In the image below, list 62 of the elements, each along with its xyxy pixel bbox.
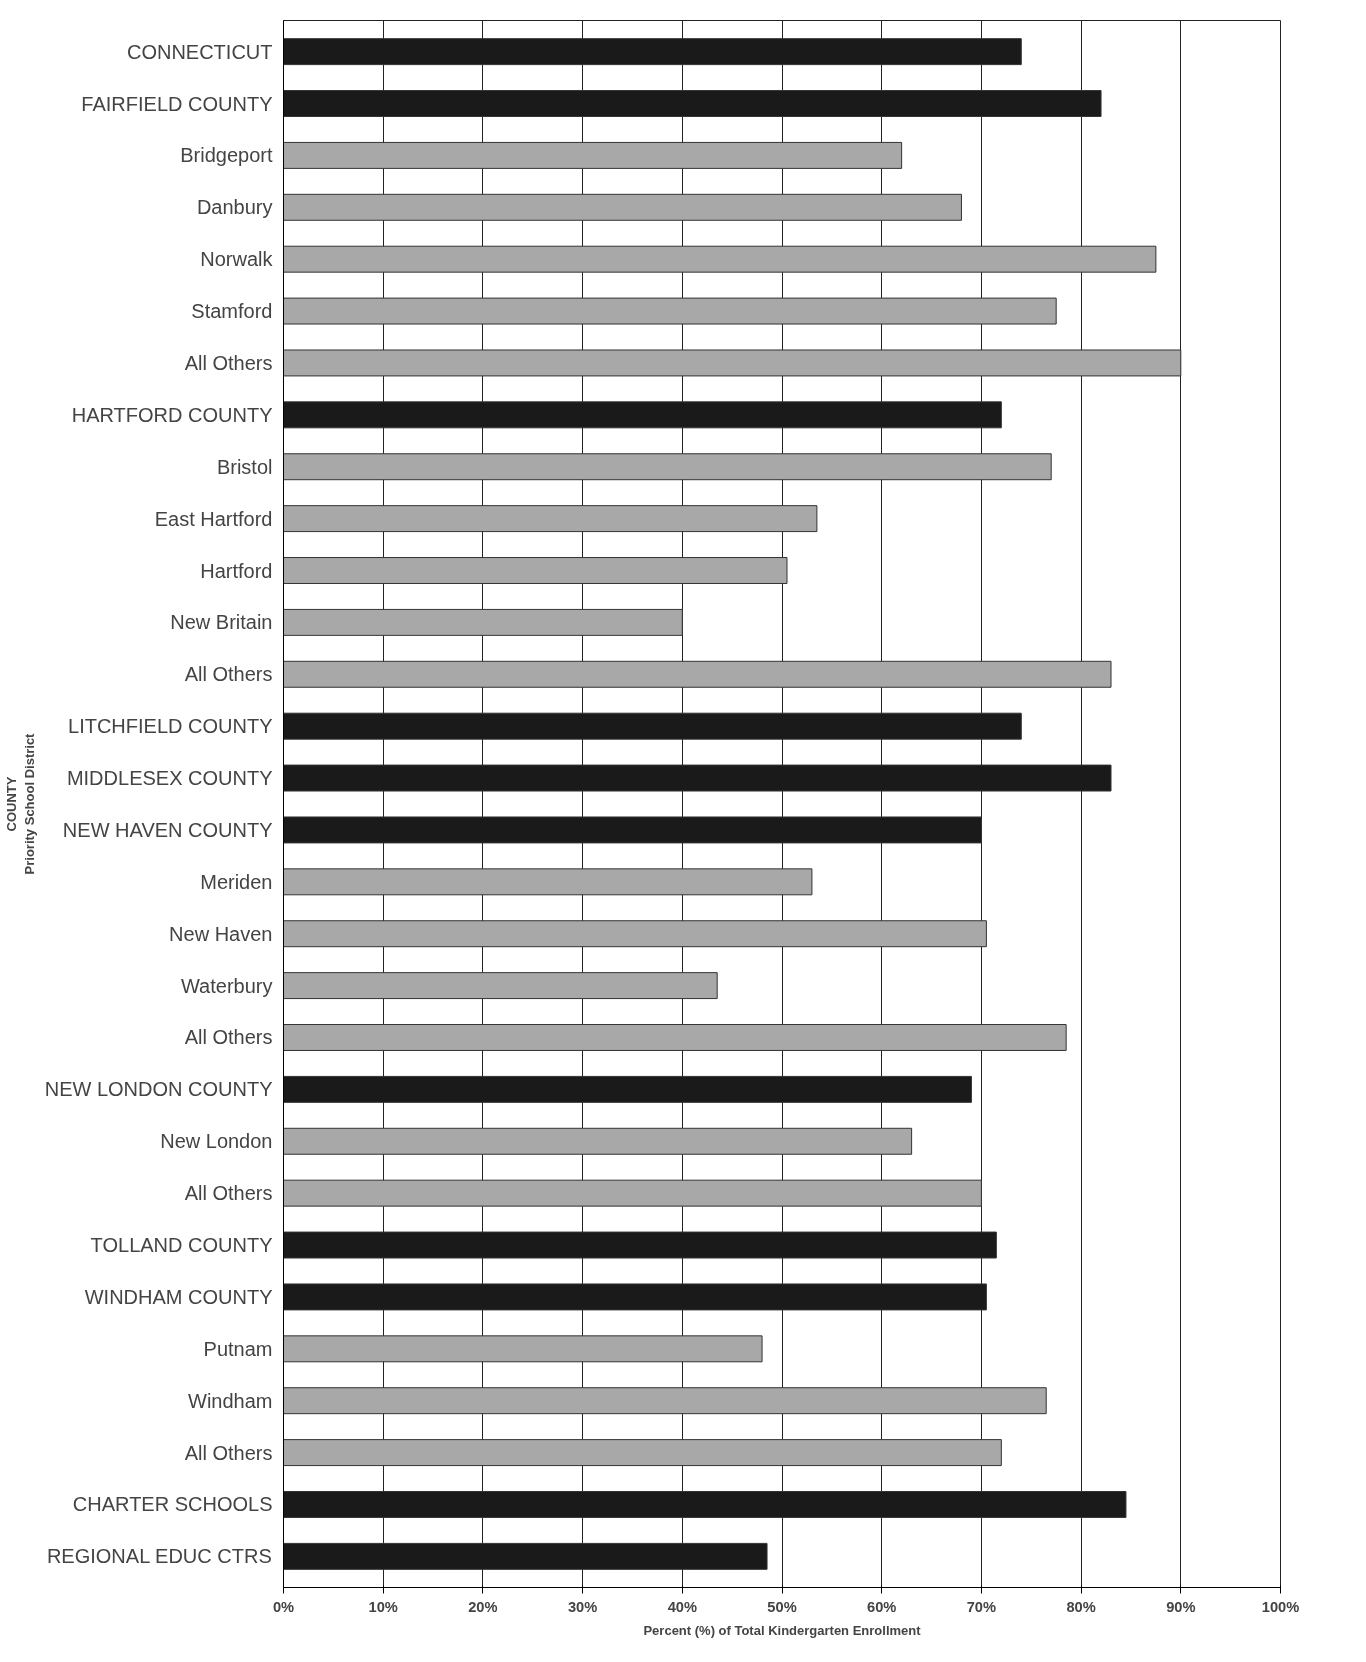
y-tick-label: Waterbury (181, 974, 273, 997)
y-tick-label: East Hartford (154, 507, 273, 530)
bar (283, 453, 1052, 481)
y-tick-label: All Others (184, 1182, 273, 1205)
y-tick-label: Danbury (196, 196, 273, 219)
y-tick-label: HARTFORD COUNTY (71, 403, 273, 426)
y-tick-label: All Others (184, 351, 273, 374)
x-tick-label: 90% (1166, 1598, 1196, 1615)
y-tick-label: Norwalk (200, 248, 274, 271)
bar (283, 1179, 982, 1207)
bar (283, 1439, 1002, 1467)
bar (283, 1024, 1067, 1051)
bar (283, 1387, 1047, 1415)
bar (283, 505, 818, 533)
x-tick-label: 20% (468, 1598, 498, 1615)
bar (283, 297, 1057, 325)
bar (283, 972, 718, 1000)
y-tick-label: MIDDLESEX COUNTY (66, 767, 273, 790)
bar (283, 1127, 913, 1155)
y-tick-label: WINDHAM COUNTY (84, 1285, 273, 1308)
y-tick-label: New Britain (170, 611, 273, 634)
y-axis-title: COUNTY Priority School District (3, 732, 37, 875)
y-tick-label: Bristol (216, 455, 273, 478)
y-tick-label: All Others (184, 1441, 273, 1464)
bar (283, 920, 987, 948)
y-tick-label: All Others (184, 663, 273, 686)
x-tick-label: 10% (368, 1598, 398, 1615)
bar (283, 141, 903, 169)
bar (283, 193, 962, 221)
bar (283, 349, 1182, 377)
y-tick-label: CHARTER SCHOOLS (72, 1493, 273, 1516)
y-tick-label: New London (160, 1130, 273, 1153)
y-tick-label: LITCHFIELD COUNTY (68, 715, 273, 738)
x-tick-label: 40% (667, 1598, 697, 1615)
x-tick-label: 30% (567, 1598, 598, 1615)
x-tick-label: 50% (767, 1598, 797, 1615)
y-tick-label: Bridgeport (180, 144, 273, 167)
y-tick-label: Putnam (203, 1337, 273, 1360)
x-tick-label: 0% (272, 1598, 295, 1615)
y-tick-label: REGIONAL EDUC CTRS (46, 1545, 272, 1568)
x-tick-label: 70% (966, 1598, 997, 1615)
bar (283, 608, 683, 636)
y-tick-label: New Haven (169, 922, 273, 945)
y-tick-label: Stamford (191, 300, 273, 323)
y-tick-label: Windham (188, 1389, 273, 1412)
x-tick-label: 80% (1066, 1598, 1096, 1615)
bar (283, 1335, 763, 1363)
y-tick-label: Meriden (200, 870, 273, 893)
y-tick-label: NEW HAVEN COUNTY (62, 818, 273, 841)
bar (283, 245, 1157, 273)
y-tick-label: TOLLAND COUNTY (90, 1234, 273, 1257)
x-tick-label: 60% (867, 1598, 897, 1615)
x-tick-label: 100% (1261, 1598, 1300, 1615)
y-tick-label: Hartford (200, 559, 273, 582)
bar (283, 660, 1112, 688)
x-axis-title: Percent (%) of Total Kindergarten Enrollment (643, 1622, 922, 1638)
bar (283, 557, 788, 584)
y-tick-label: FAIRFIELD COUNTY (81, 92, 273, 115)
y-tick-label: NEW LONDON COUNTY (44, 1078, 273, 1101)
y-tick-label: CONNECTICUT (126, 40, 273, 63)
y-tick-label: All Others (184, 1026, 273, 1049)
bar (283, 868, 813, 896)
